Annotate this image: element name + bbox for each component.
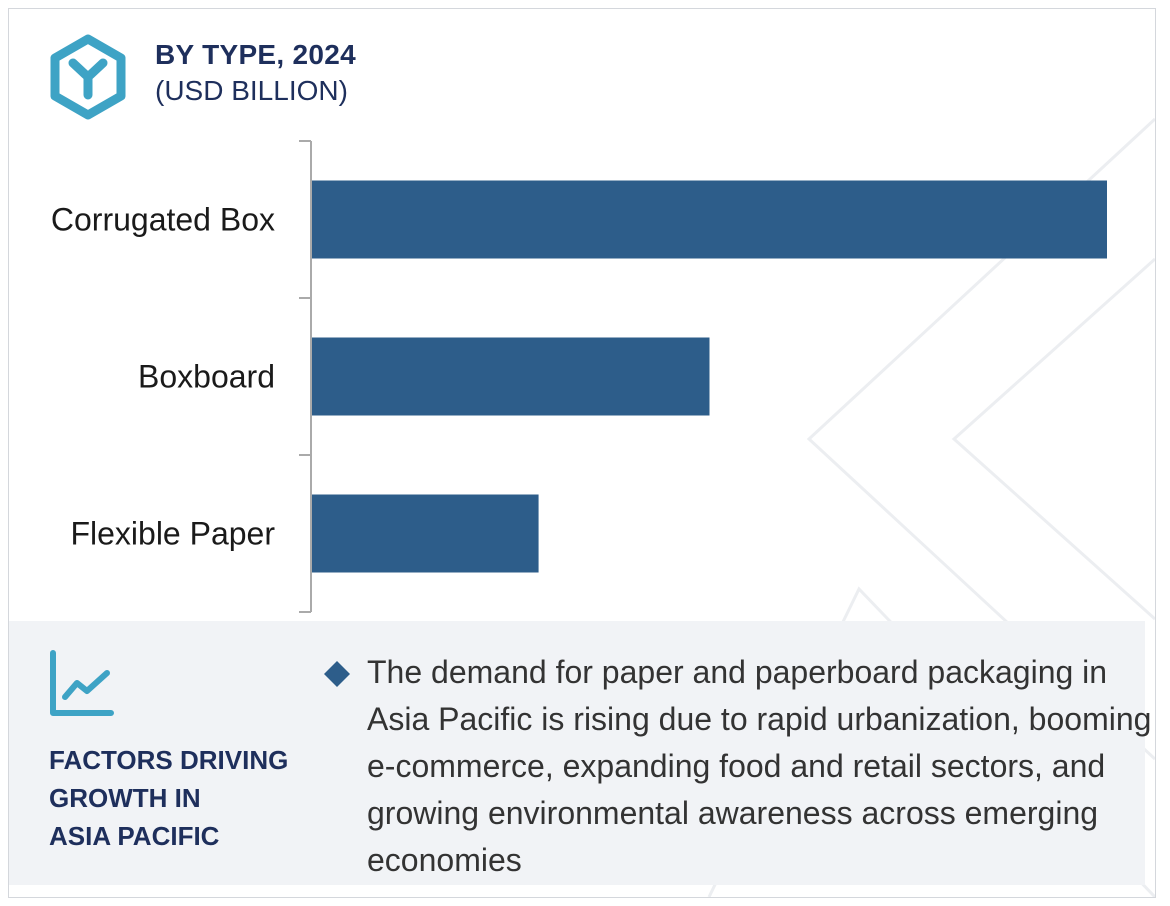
chart-title: BY TYPE, 2024 [155, 39, 357, 70]
factors-description: The demand for paper and paperboard pack… [367, 654, 1152, 878]
category-label: Corrugated Box [51, 202, 275, 238]
factors-title-line: ASIA PACIFIC [49, 821, 220, 851]
factors-title: FACTORS DRIVING GROWTH IN ASIA PACIFIC [49, 741, 319, 855]
diamond-bullet-icon [324, 661, 350, 687]
factors-title-line: GROWTH IN [49, 783, 201, 813]
factors-title-line: FACTORS DRIVING [49, 745, 289, 775]
hexagon-y-icon [50, 34, 126, 120]
chart-subtitle: (USD BILLION) [155, 75, 348, 106]
category-label: Flexible Paper [70, 516, 275, 552]
trend-line-chart-icon [50, 650, 114, 716]
infographic-card: BY TYPE, 2024 (USD BILLION) Corrugated B… [8, 8, 1156, 898]
category-label: Boxboard [138, 359, 275, 395]
bar-chart: Corrugated Box Boxboard Flexible Paper [51, 140, 1107, 613]
bar-corrugated-box [312, 180, 1107, 259]
bar-flexible-paper [312, 494, 539, 573]
factors-panel: FACTORS DRIVING GROWTH IN ASIA PACIFIC T… [9, 621, 1151, 885]
bar-boxboard [312, 337, 710, 416]
